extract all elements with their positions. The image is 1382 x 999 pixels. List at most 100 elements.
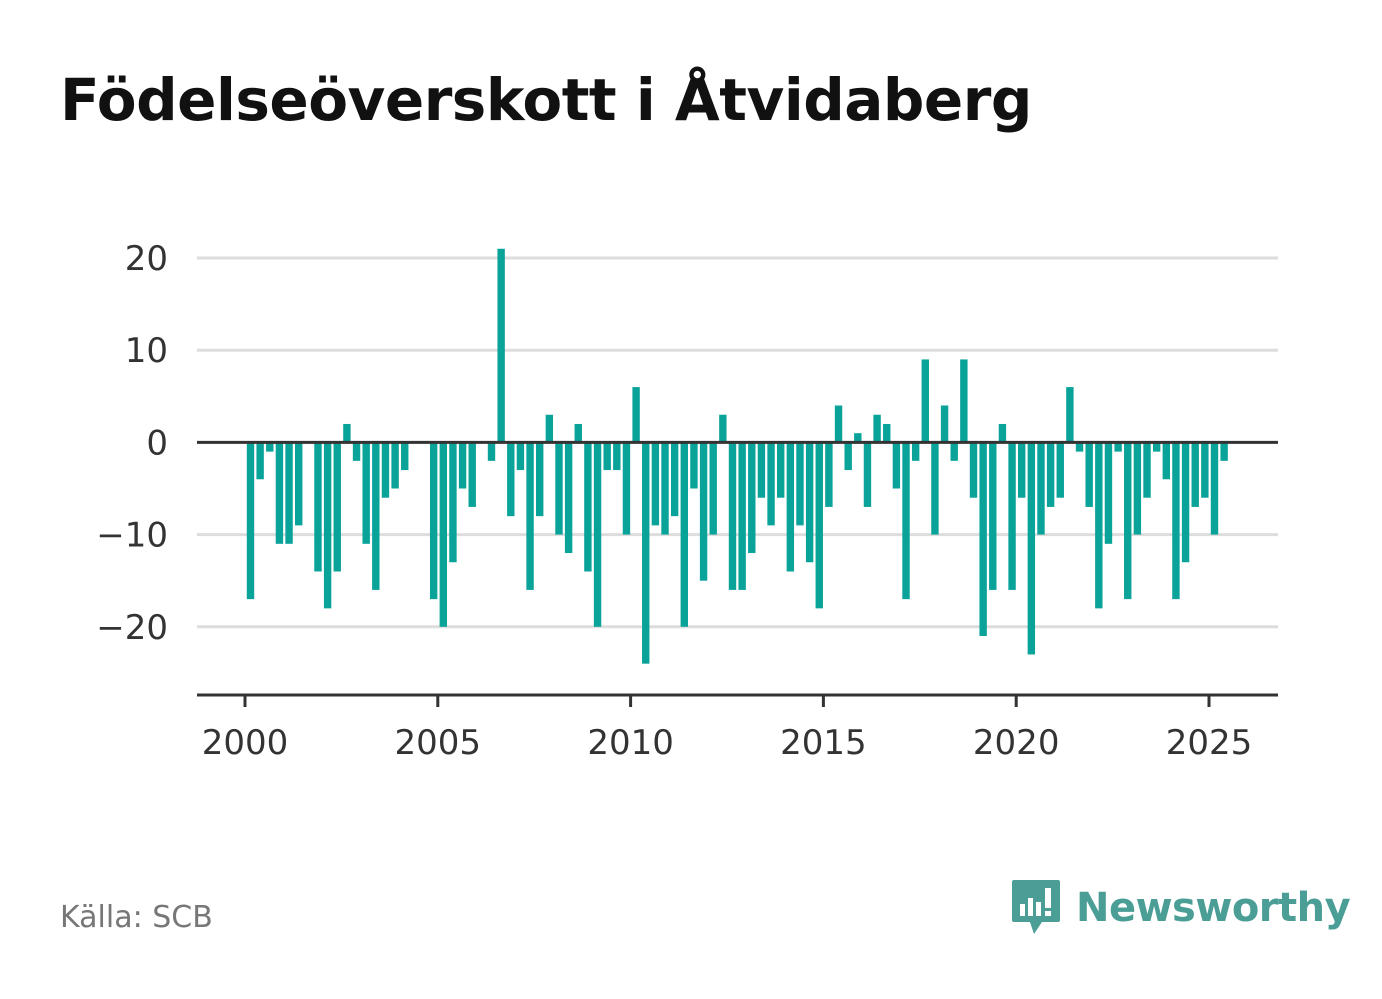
bar	[458, 442, 467, 489]
bar	[362, 442, 370, 544]
bar	[487, 442, 496, 461]
bar	[911, 442, 920, 461]
axes	[197, 440, 1278, 707]
y-tick-label: −20	[96, 608, 168, 648]
bar	[834, 405, 843, 443]
bar	[1085, 442, 1093, 507]
bar	[931, 442, 939, 535]
x-tick-label: 2015	[780, 723, 867, 763]
bar	[854, 433, 862, 443]
bar	[1201, 442, 1209, 498]
bar	[343, 423, 351, 443]
bar	[593, 442, 602, 627]
chart-title: Födelseöverskott i Åtvidaberg	[60, 66, 1032, 134]
bar	[680, 442, 688, 627]
bar	[314, 442, 322, 572]
bar	[844, 442, 852, 471]
y-tick-label: 20	[125, 239, 168, 279]
bar	[449, 442, 457, 563]
bar	[1037, 442, 1045, 535]
bar	[1027, 442, 1036, 655]
bar	[1095, 442, 1103, 609]
bar	[651, 442, 660, 526]
bar	[516, 442, 525, 471]
bar	[497, 248, 505, 443]
bar	[1133, 442, 1142, 535]
y-tick-label: 0	[146, 423, 168, 463]
bar	[690, 442, 698, 489]
bar	[892, 442, 901, 489]
bar	[738, 442, 746, 590]
newsworthy-logo-text: Newsworthy	[1076, 885, 1351, 931]
x-tick-label: 2025	[1166, 723, 1253, 763]
bar	[1210, 442, 1219, 535]
bar	[960, 359, 968, 443]
bar	[767, 442, 775, 526]
bar	[1066, 387, 1074, 443]
bar	[815, 442, 823, 609]
bar	[786, 442, 795, 572]
newsworthy-logo-icon	[1012, 880, 1060, 934]
bar	[1220, 442, 1228, 461]
bar	[1152, 442, 1161, 452]
bar	[1075, 442, 1084, 452]
bar	[372, 442, 380, 590]
bar	[642, 442, 650, 664]
bar	[921, 359, 929, 443]
bar	[777, 442, 785, 498]
bar	[526, 442, 534, 590]
bar	[883, 423, 891, 443]
bar	[709, 442, 717, 535]
bar	[429, 442, 438, 600]
bar	[333, 442, 341, 572]
x-tick-labels: 2000 2005 2010 2015 2020 2025	[202, 723, 1253, 763]
bar	[323, 442, 332, 609]
bar	[989, 442, 997, 590]
bar	[256, 442, 264, 480]
bar	[979, 442, 987, 637]
y-tick-labels: 20 10 0 −10 −20	[96, 239, 168, 648]
newsworthy-logo: Newsworthy	[1010, 878, 1351, 938]
x-tick-label: 2010	[587, 723, 674, 763]
bar	[381, 442, 390, 498]
bar	[439, 442, 447, 627]
y-tick-label: −10	[96, 516, 168, 556]
bars	[246, 248, 1228, 664]
bar	[285, 442, 293, 544]
bar	[584, 442, 592, 572]
bar	[564, 442, 573, 554]
bar	[757, 442, 766, 498]
y-tick-label: 10	[125, 331, 168, 371]
bar	[468, 442, 476, 507]
bar	[969, 442, 978, 498]
x-tick-label: 2000	[202, 723, 289, 763]
bar	[796, 442, 804, 526]
bar	[246, 442, 255, 600]
bar	[1018, 442, 1026, 498]
bar	[401, 442, 409, 471]
bar	[940, 405, 949, 443]
x-tick-label: 2005	[395, 723, 482, 763]
bar	[719, 414, 727, 443]
bar	[1046, 442, 1055, 507]
bar	[391, 442, 399, 489]
bar	[998, 423, 1007, 443]
bar	[275, 442, 284, 544]
bar	[536, 442, 544, 517]
bar	[950, 442, 958, 461]
x-tick-label: 2020	[973, 723, 1060, 763]
bar	[1143, 442, 1151, 498]
bar	[545, 414, 554, 443]
bar	[863, 442, 872, 507]
bar	[1008, 442, 1016, 590]
bar	[699, 442, 708, 581]
bar	[632, 387, 640, 443]
bar	[728, 442, 737, 590]
bar	[1191, 442, 1199, 507]
bar	[825, 442, 833, 507]
bar	[352, 442, 361, 461]
bar	[613, 442, 621, 471]
bar	[902, 442, 910, 600]
bar	[1104, 442, 1113, 544]
